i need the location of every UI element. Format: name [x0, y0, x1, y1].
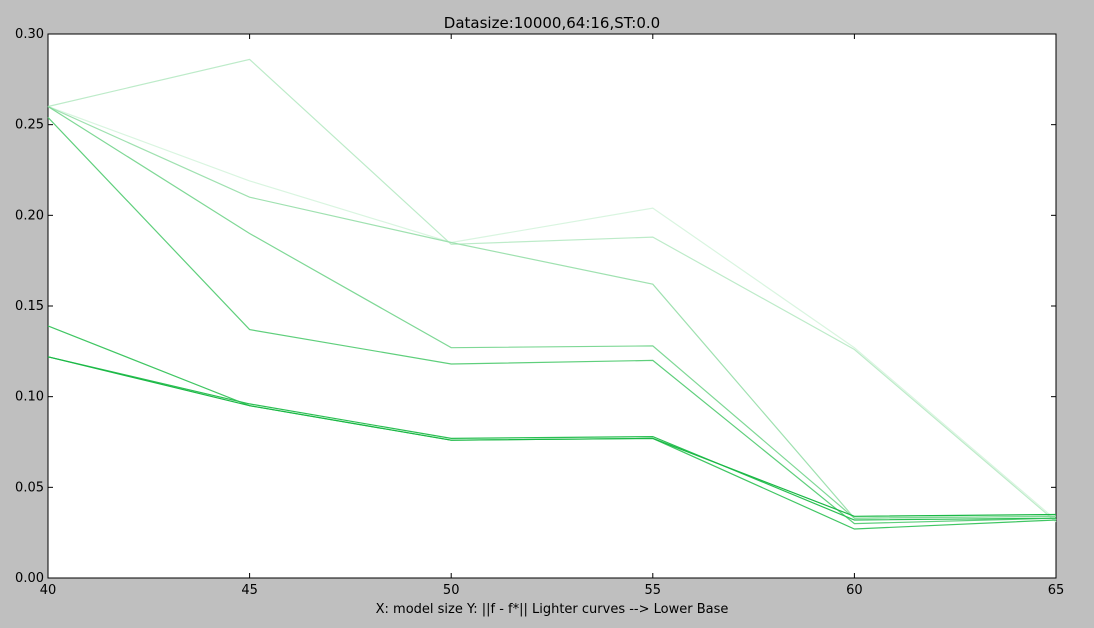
series-layer: [47, 58, 1057, 530]
x-axis-label: X: model size Y: ||f - f*|| Lighter curv…: [376, 602, 729, 617]
x-tick-label: 65: [1048, 583, 1065, 598]
chart-title: Datasize:10000,64:16,ST:0.0: [444, 14, 660, 32]
plot-area: [47, 33, 1057, 579]
y-tick-label: 0.10: [15, 390, 44, 405]
ticks-layer: 40 45 50 55 60 65 0.00 0.05 0.10 0.15 0.20 0.25 0.30: [15, 27, 1064, 598]
series-line-5: [47, 116, 1057, 525]
y-tick-label: 0.20: [15, 208, 44, 223]
series-line-2: [47, 58, 1057, 523]
x-tick-label: 45: [241, 583, 258, 598]
y-tick-label: 0.30: [15, 27, 44, 42]
y-tick-label: 0.00: [15, 571, 44, 586]
x-tick-label: 55: [645, 583, 662, 598]
y-tick-label: 0.05: [15, 480, 44, 495]
series-line-8: [47, 356, 1057, 517]
series-line-1: [47, 105, 1057, 521]
series-line-4: [47, 105, 1057, 519]
x-tick-label: 40: [40, 583, 57, 598]
x-tick-label: 60: [846, 583, 863, 598]
y-tick-label: 0.15: [15, 299, 44, 314]
x-tick-label: 50: [443, 583, 460, 598]
y-tick-label: 0.25: [15, 118, 44, 133]
series-line-7: [47, 356, 1057, 521]
